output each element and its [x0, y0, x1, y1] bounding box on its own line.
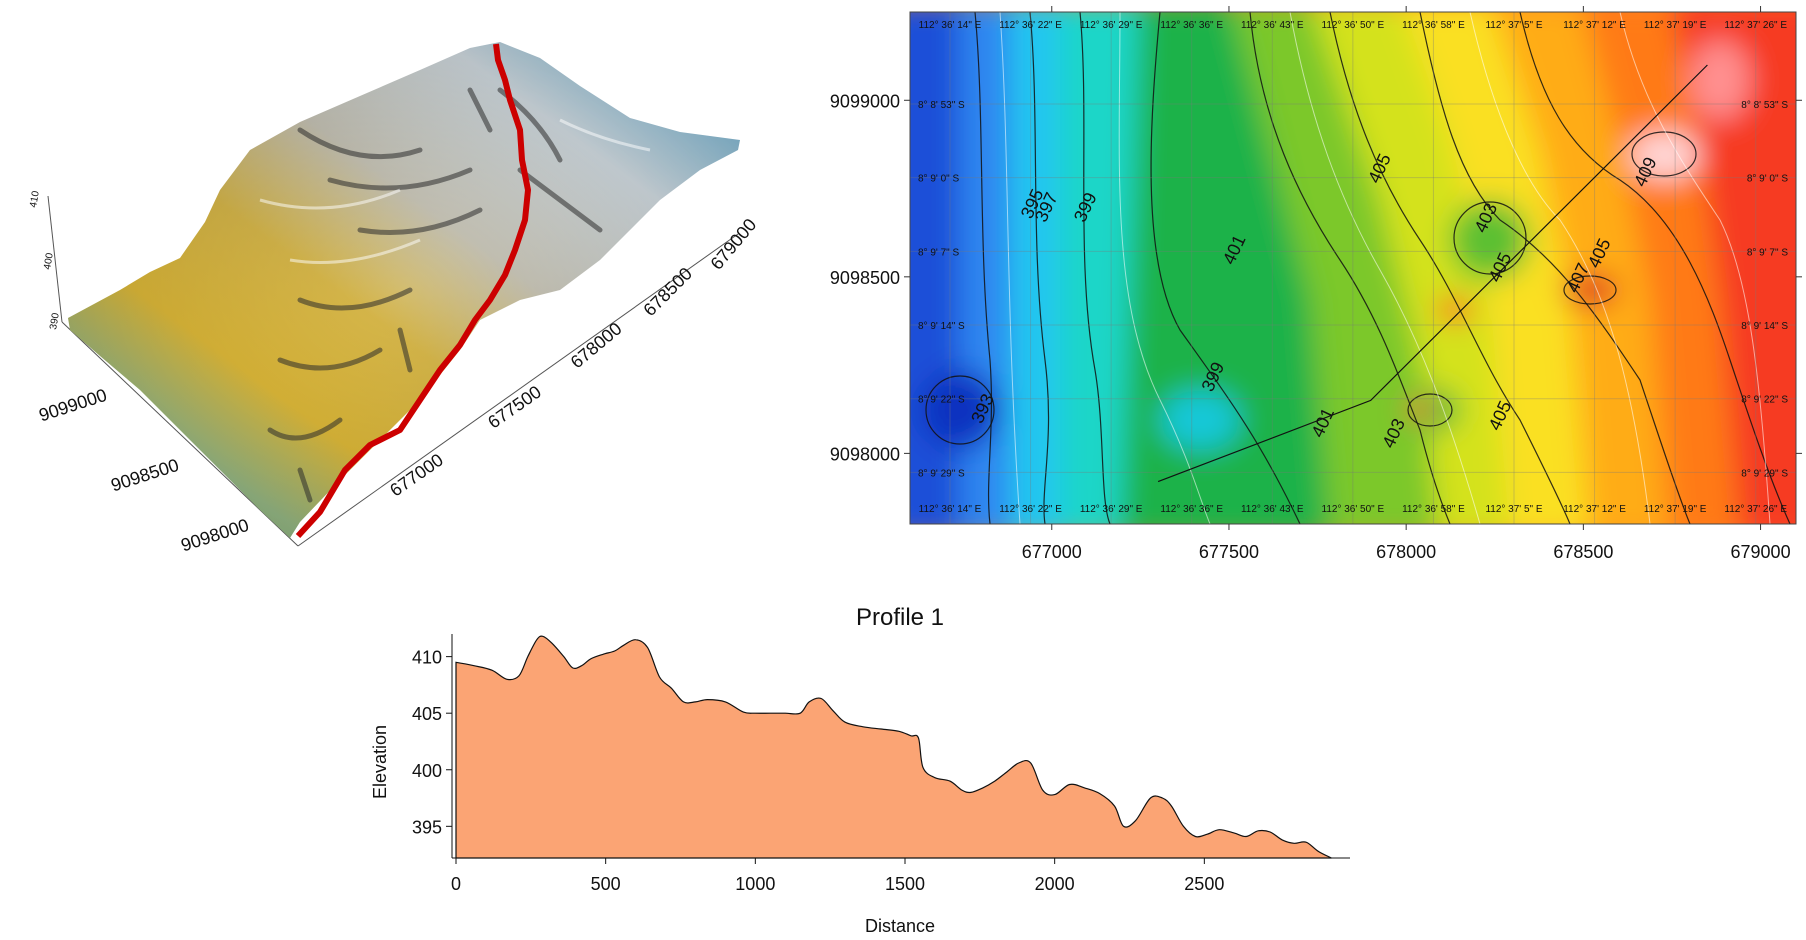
graticule	[910, 12, 1796, 524]
map-frame	[909, 11, 1797, 525]
terrain-shading	[68, 42, 740, 538]
map-x-tick-label: 678500	[1553, 542, 1613, 562]
profile-title: Profile 1	[856, 604, 944, 631]
latitude-label-right: 8° 9' 29" S	[1741, 468, 1788, 479]
latitude-labels-right: 8° 8' 53" S 8° 9' 0" S 8° 9' 7" S 8° 9' 14"…	[1741, 100, 1788, 479]
surface-z-axis-line	[47, 195, 63, 323]
longitude-label-top: 112° 36' 29" E	[1080, 20, 1143, 31]
longitude-label-top: 112° 36' 58" E	[1402, 20, 1465, 31]
profile-x-tick-label: 2000	[1035, 874, 1075, 894]
profile-plot: Profile 1 0 500 1000 1500 2000 2500 395 400 405…	[370, 604, 1350, 936]
surface-x-tick: 678500	[639, 263, 696, 320]
surface-3d-plot: 677000 677500 678000 678500 679000 90980…	[28, 42, 760, 555]
latitude-label-right: 8° 9' 7" S	[1747, 247, 1788, 258]
surface-y-tick: 9098000	[178, 515, 251, 556]
surface-y-tick: 9099000	[36, 385, 109, 426]
longitude-label-bottom: 112° 36' 50" E	[1322, 504, 1385, 515]
surface-y-tick: 9098500	[108, 455, 181, 496]
longitude-label-bottom: 112° 36' 29" E	[1080, 504, 1143, 515]
longitude-label-bottom: 112° 36' 43" E	[1241, 504, 1304, 515]
longitude-label-top: 112° 36' 22" E	[999, 20, 1062, 31]
map-y-ticks: 9098000 9098500 9099000	[830, 91, 1802, 464]
profile-y-tick-label: 395	[412, 817, 442, 837]
profile-y-label: Elevation	[370, 725, 390, 799]
map-x-tick-label: 679000	[1731, 542, 1791, 562]
longitude-label-top: 112° 37' 26" E	[1724, 20, 1787, 31]
latitude-label-right: 8° 9' 0" S	[1747, 174, 1788, 185]
surface-z-tick: 410	[28, 190, 42, 209]
latitude-label-right: 8° 8' 53" S	[1741, 100, 1788, 111]
map-x-tick-label: 678000	[1376, 542, 1436, 562]
latitude-label-left: 8° 9' 22" S	[918, 395, 965, 406]
latitude-label-left: 8° 9' 29" S	[918, 468, 965, 479]
latitude-label-right: 8° 9' 22" S	[1741, 395, 1788, 406]
map-y-tick-label: 9098000	[830, 444, 900, 464]
latitude-label-left: 8° 9' 14" S	[918, 321, 965, 332]
longitude-label-bottom: 112° 37' 5" E	[1485, 504, 1542, 515]
surface-z-tick: 400	[42, 252, 56, 271]
profile-x-label: Distance	[865, 916, 935, 936]
profile-x-tick-label: 0	[451, 874, 461, 894]
latitude-label-left: 8° 9' 7" S	[918, 247, 959, 258]
longitude-label-bottom: 112° 37' 26" E	[1724, 504, 1787, 515]
map-color-field	[910, 12, 1796, 524]
surface-x-tick: 677000	[386, 450, 447, 501]
map-x-ticks: 677000 677500 678000 678500 679000	[1022, 6, 1791, 562]
profile-x-tick-label: 1500	[885, 874, 925, 894]
longitude-labels-top: 112° 36' 14" E 112° 36' 22" E 112° 36' 29"…	[919, 20, 1788, 31]
profile-x-tick-label: 1000	[735, 874, 775, 894]
longitude-label-bottom: 112° 36' 58" E	[1402, 504, 1465, 515]
longitude-label-bottom: 112° 36' 14" E	[919, 504, 982, 515]
minor-contour-lines	[999, 12, 1771, 524]
latitude-label-left: 8° 8' 53" S	[918, 100, 965, 111]
contour-lines	[925, 12, 1791, 524]
map-profile-line	[1157, 64, 1708, 483]
profile-x-tick-label: 500	[591, 874, 621, 894]
profile-y-tick-label: 400	[412, 761, 442, 781]
profile-area	[455, 635, 1332, 859]
map-y-tick-label: 9098500	[830, 268, 900, 288]
longitude-label-top: 112° 37' 5" E	[1485, 20, 1542, 31]
map-x-tick-label: 677500	[1199, 542, 1259, 562]
profile-y-ticks: 395 400 405 410	[412, 648, 452, 837]
surface-x-axis-line	[297, 233, 739, 547]
longitude-label-top: 112° 36' 50" E	[1322, 20, 1385, 31]
surface-x-tick: 678000	[567, 318, 626, 372]
profile-x-ticks: 0 500 1000 1500 2000 2500	[451, 858, 1224, 894]
terrain-highlights	[259, 118, 651, 264]
surface-z-tick: 390	[48, 312, 62, 331]
longitude-label-bottom: 112° 37' 19" E	[1644, 504, 1707, 515]
longitude-label-top: 112° 37' 12" E	[1563, 20, 1626, 31]
profile-x-tick-label: 2500	[1184, 874, 1224, 894]
latitude-label-left: 8° 9' 0" S	[918, 174, 959, 185]
longitude-label-bottom: 112° 36' 22" E	[999, 504, 1062, 515]
longitude-label-top: 112° 37' 19" E	[1644, 20, 1707, 31]
map-x-tick-label: 677000	[1022, 542, 1082, 562]
longitude-labels-bottom: 112° 36' 14" E 112° 36' 22" E 112° 36' 29"…	[919, 504, 1788, 515]
profile-y-tick-label: 410	[412, 648, 442, 668]
surface-x-tick: 679000	[706, 215, 760, 274]
longitude-label-bottom: 112° 36' 36" E	[1160, 504, 1223, 515]
latitude-label-right: 8° 9' 14" S	[1741, 321, 1788, 332]
map-y-tick-label: 9099000	[830, 91, 900, 111]
longitude-label-top: 112° 36' 43" E	[1241, 20, 1304, 31]
longitude-label-top: 112° 36' 14" E	[919, 20, 982, 31]
surface-profile-line	[295, 43, 531, 539]
longitude-label-bottom: 112° 37' 12" E	[1563, 504, 1626, 515]
latitude-labels-left: 8° 8' 53" S 8° 9' 0" S 8° 9' 7" S 8° 9' 14"…	[918, 100, 965, 479]
longitude-label-top: 112° 36' 36" E	[1160, 20, 1223, 31]
profile-y-tick-label: 405	[412, 704, 442, 724]
